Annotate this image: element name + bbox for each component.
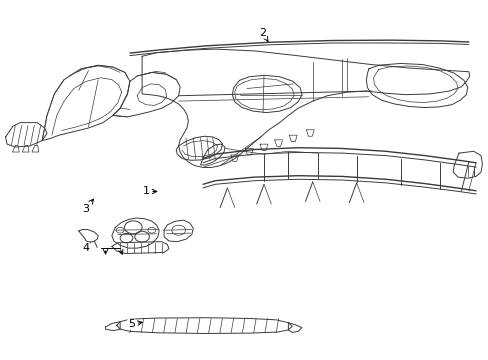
Polygon shape — [117, 318, 292, 333]
Text: 4: 4 — [82, 243, 89, 253]
Polygon shape — [5, 123, 47, 147]
Polygon shape — [112, 242, 168, 253]
Polygon shape — [79, 229, 98, 242]
Text: 1: 1 — [142, 186, 157, 197]
Polygon shape — [163, 220, 193, 242]
Text: 3: 3 — [82, 199, 93, 214]
Polygon shape — [22, 145, 29, 152]
Text: 2: 2 — [259, 28, 267, 41]
Text: 5: 5 — [128, 319, 142, 329]
Polygon shape — [12, 145, 19, 152]
Polygon shape — [32, 145, 39, 152]
Polygon shape — [105, 321, 120, 330]
Polygon shape — [200, 144, 224, 165]
Polygon shape — [113, 72, 180, 117]
Polygon shape — [112, 218, 159, 248]
Polygon shape — [142, 49, 469, 167]
Polygon shape — [306, 130, 314, 136]
Polygon shape — [274, 140, 282, 146]
Polygon shape — [288, 323, 302, 332]
Polygon shape — [260, 144, 267, 150]
Polygon shape — [289, 135, 297, 141]
Polygon shape — [42, 65, 130, 140]
Polygon shape — [452, 151, 482, 178]
Polygon shape — [245, 148, 253, 155]
Polygon shape — [230, 155, 238, 161]
